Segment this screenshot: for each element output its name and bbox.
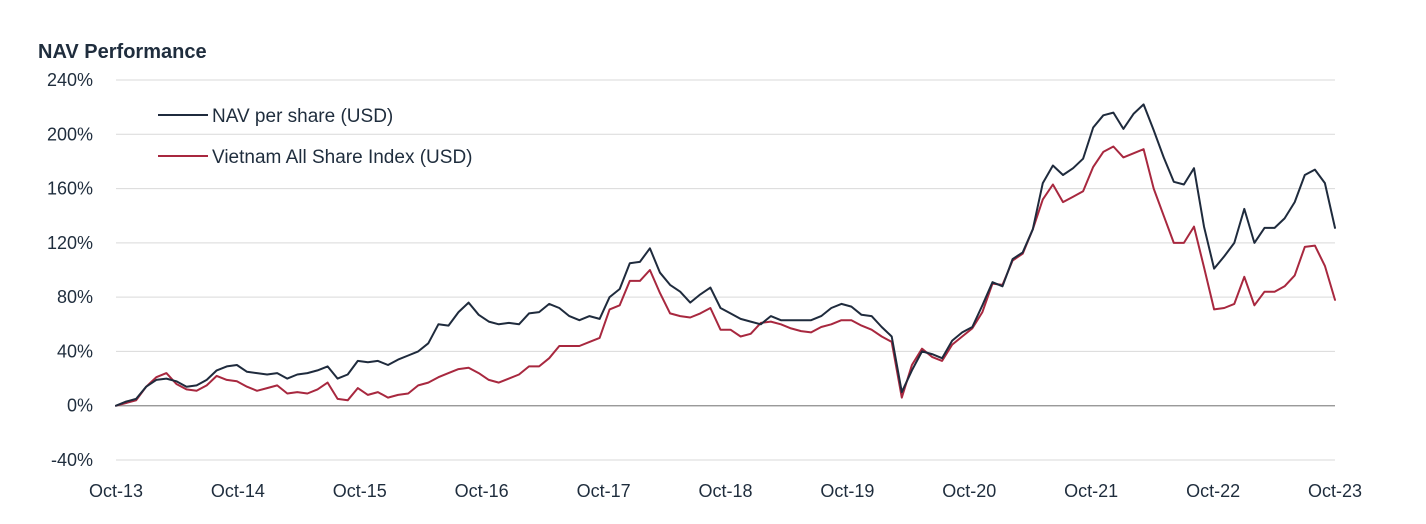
x-axis-labels: Oct-13 Oct-14 Oct-15 Oct-16 Oct-17 Oct-18 Oct-… — [89, 481, 1362, 501]
x-tick-label: Oct-19 — [820, 481, 874, 501]
x-tick-label: Oct-20 — [942, 481, 996, 501]
x-tick-label: Oct-22 — [1186, 481, 1240, 501]
series-line-vietnam-all-share-index-usd — [115, 145, 1336, 407]
y-tick-label: 160% — [47, 179, 93, 199]
legend-label: Vietnam All Share Index (USD) — [212, 147, 473, 168]
x-tick-label: Oct-23 — [1308, 481, 1362, 501]
x-tick-label: Oct-18 — [698, 481, 752, 501]
x-tick-label: Oct-21 — [1064, 481, 1118, 501]
y-tick-label: 240% — [47, 70, 93, 90]
x-tick-label: Oct-13 — [89, 481, 143, 501]
x-tick-label: Oct-15 — [333, 481, 387, 501]
y-tick-label: 0% — [67, 396, 93, 416]
y-tick-label: -40% — [51, 450, 93, 470]
x-tick-label: Oct-14 — [211, 481, 265, 501]
legend: NAV per share (USD) Vietnam All Share Ind… — [158, 106, 473, 168]
chart-title: NAV Performance — [38, 41, 207, 63]
series-line-nav-per-share-usd — [115, 103, 1336, 407]
x-tick-label: Oct-16 — [455, 481, 509, 501]
y-tick-label: 200% — [47, 124, 93, 144]
x-tick-label: Oct-17 — [577, 481, 631, 501]
series-layer — [115, 103, 1336, 407]
y-axis-labels: -40% 0% 40% 80% 120% 160% 200% 240% — [47, 70, 93, 470]
y-tick-label: 120% — [47, 233, 93, 253]
y-tick-label: 40% — [57, 341, 93, 361]
y-tick-label: 80% — [57, 287, 93, 307]
legend-label: NAV per share (USD) — [212, 106, 393, 127]
grid-layer — [116, 79, 1335, 461]
